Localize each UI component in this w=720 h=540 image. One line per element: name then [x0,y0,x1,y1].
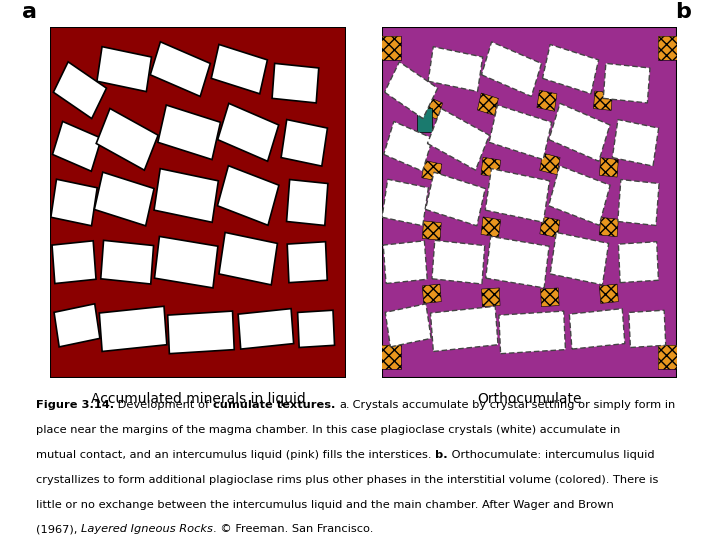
Polygon shape [423,284,441,303]
Polygon shape [154,168,218,222]
Polygon shape [168,311,234,354]
Polygon shape [94,172,154,226]
Polygon shape [600,284,618,303]
Polygon shape [426,172,485,226]
Polygon shape [287,242,327,282]
Polygon shape [612,119,659,166]
Polygon shape [287,179,328,226]
Polygon shape [53,122,102,171]
Polygon shape [600,158,618,177]
Polygon shape [570,309,625,349]
Polygon shape [432,240,485,284]
Polygon shape [482,42,541,97]
Polygon shape [51,179,97,226]
Text: Orthocumulate: Orthocumulate [477,392,582,406]
Polygon shape [477,93,498,116]
Text: Crystals accumulate by crystal settling or simply form in: Crystals accumulate by crystal settling … [349,401,675,410]
Text: (1967),: (1967), [36,524,81,535]
Polygon shape [217,166,279,225]
Polygon shape [481,217,500,237]
Polygon shape [618,179,659,226]
Polygon shape [158,105,220,160]
Polygon shape [489,105,552,160]
Polygon shape [542,44,598,94]
Polygon shape [422,160,442,181]
Bar [417,108,432,132]
Polygon shape [52,241,96,284]
Polygon shape [481,157,500,178]
Polygon shape [428,46,482,92]
Polygon shape [485,168,549,222]
Text: Orthocumulate: intercumulus liquid: Orthocumulate: intercumulus liquid [448,450,654,460]
Text: place near the margins of the magma chamber. In this case plagioclase crystals (: place near the margins of the magma cham… [36,426,621,435]
Polygon shape [550,232,608,285]
Polygon shape [97,46,151,92]
Polygon shape [272,63,319,103]
Polygon shape [618,242,658,282]
Polygon shape [155,237,218,288]
Polygon shape [540,153,560,174]
Text: Layered Igneous Rocks: Layered Igneous Rocks [81,524,213,535]
Polygon shape [657,345,678,369]
Text: Accumulated minerals in liquid: Accumulated minerals in liquid [91,392,305,406]
Polygon shape [53,62,107,119]
Text: cumulate textures.: cumulate textures. [213,401,336,410]
Text: b.: b. [435,450,448,460]
Text: crystallizes to form additional plagioclase rims plus other phases in the inters: crystallizes to form additional plagiocl… [36,475,658,485]
Polygon shape [211,44,267,94]
Polygon shape [217,103,279,161]
Text: a.: a. [339,401,349,410]
Polygon shape [549,103,610,161]
Polygon shape [537,90,557,111]
Polygon shape [219,232,277,285]
Polygon shape [99,306,167,352]
Text: Development of: Development of [114,401,213,410]
Polygon shape [96,109,158,170]
Polygon shape [600,218,618,237]
Text: mutual contact, and an intercumulus liquid (pink) fills the interstices.: mutual contact, and an intercumulus liqu… [36,450,435,460]
Polygon shape [380,36,401,60]
Polygon shape [383,241,427,284]
Text: Figure 3.14.: Figure 3.14. [36,401,114,410]
Polygon shape [629,310,666,347]
Polygon shape [150,42,210,97]
Polygon shape [549,166,610,225]
Polygon shape [428,109,490,170]
Text: b: b [675,2,691,22]
Polygon shape [540,217,560,238]
Polygon shape [541,288,559,307]
Polygon shape [281,119,328,166]
Polygon shape [380,345,401,369]
Polygon shape [384,122,433,171]
Polygon shape [593,91,613,110]
Text: a: a [22,2,37,22]
Polygon shape [54,304,100,347]
Polygon shape [382,179,428,226]
Polygon shape [486,237,549,288]
Polygon shape [384,62,438,119]
Polygon shape [238,309,294,349]
Polygon shape [499,311,565,354]
Polygon shape [297,310,335,347]
Polygon shape [421,96,443,119]
Polygon shape [423,221,441,240]
Text: . © Freeman. San Francisco.: . © Freeman. San Francisco. [213,524,373,535]
Polygon shape [101,240,153,284]
Polygon shape [482,288,500,307]
Text: little or no exchange between the intercumulus liquid and the main chamber. Afte: little or no exchange between the interc… [36,500,614,510]
Polygon shape [657,36,678,60]
Polygon shape [603,63,650,103]
Polygon shape [431,306,498,352]
Polygon shape [385,304,431,347]
